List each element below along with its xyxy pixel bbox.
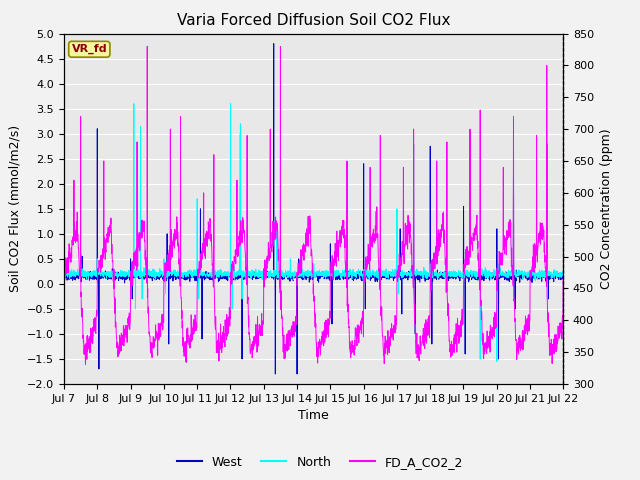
Text: VR_fd: VR_fd: [72, 44, 107, 54]
X-axis label: Time: Time: [298, 409, 329, 422]
Y-axis label: Soil CO2 Flux (mmol/m2/s): Soil CO2 Flux (mmol/m2/s): [8, 125, 22, 292]
Legend: West, North, FD_A_CO2_2: West, North, FD_A_CO2_2: [172, 451, 468, 474]
Title: Varia Forced Diffusion Soil CO2 Flux: Varia Forced Diffusion Soil CO2 Flux: [177, 13, 451, 28]
Y-axis label: CO2 Concentration (ppm): CO2 Concentration (ppm): [600, 129, 612, 289]
